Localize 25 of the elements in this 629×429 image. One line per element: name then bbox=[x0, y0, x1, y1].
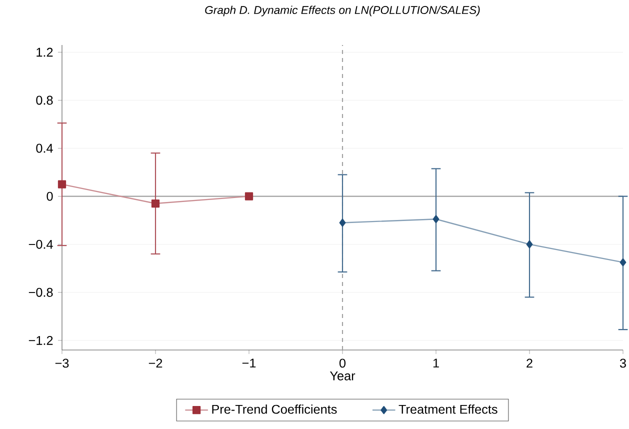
y-tick-label: 0 bbox=[46, 192, 53, 201]
y-tick-label: 1.2 bbox=[36, 48, 53, 57]
point bbox=[244, 192, 254, 200]
y-tick-label: 0.8 bbox=[36, 96, 53, 105]
x-tick-label: −1 bbox=[242, 358, 256, 368]
x-tick-label: −2 bbox=[148, 358, 162, 368]
point bbox=[526, 240, 533, 248]
y-tick-label: −0.8 bbox=[28, 288, 53, 297]
legend-label: Treatment Effects bbox=[398, 404, 498, 414]
point bbox=[151, 199, 160, 208]
point bbox=[58, 180, 66, 188]
x-axis-title: Year bbox=[330, 371, 356, 380]
x-tick-label: 0 bbox=[339, 358, 346, 368]
point bbox=[620, 258, 626, 266]
y-tick-label: −0.4 bbox=[28, 240, 53, 249]
point bbox=[339, 218, 346, 227]
x-tick-label: 1 bbox=[433, 358, 439, 368]
y-tick-label: −1.2 bbox=[28, 336, 53, 345]
x-tick-label: 3 bbox=[620, 358, 626, 368]
y-tick-label: 0.4 bbox=[36, 144, 53, 153]
legend-label: Pre-Trend Coefficients bbox=[212, 404, 337, 414]
chart-title: Graph D. Dynamic Effects on LN(POLLUTION/SALES) bbox=[205, 6, 480, 16]
x-tick-label: −3 bbox=[55, 358, 69, 368]
x-tick-label: 2 bbox=[526, 358, 532, 368]
point bbox=[432, 215, 440, 224]
